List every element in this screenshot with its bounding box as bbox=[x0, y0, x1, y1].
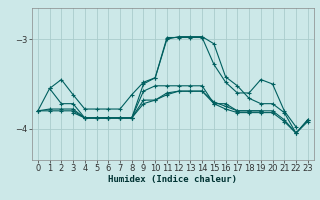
X-axis label: Humidex (Indice chaleur): Humidex (Indice chaleur) bbox=[108, 175, 237, 184]
